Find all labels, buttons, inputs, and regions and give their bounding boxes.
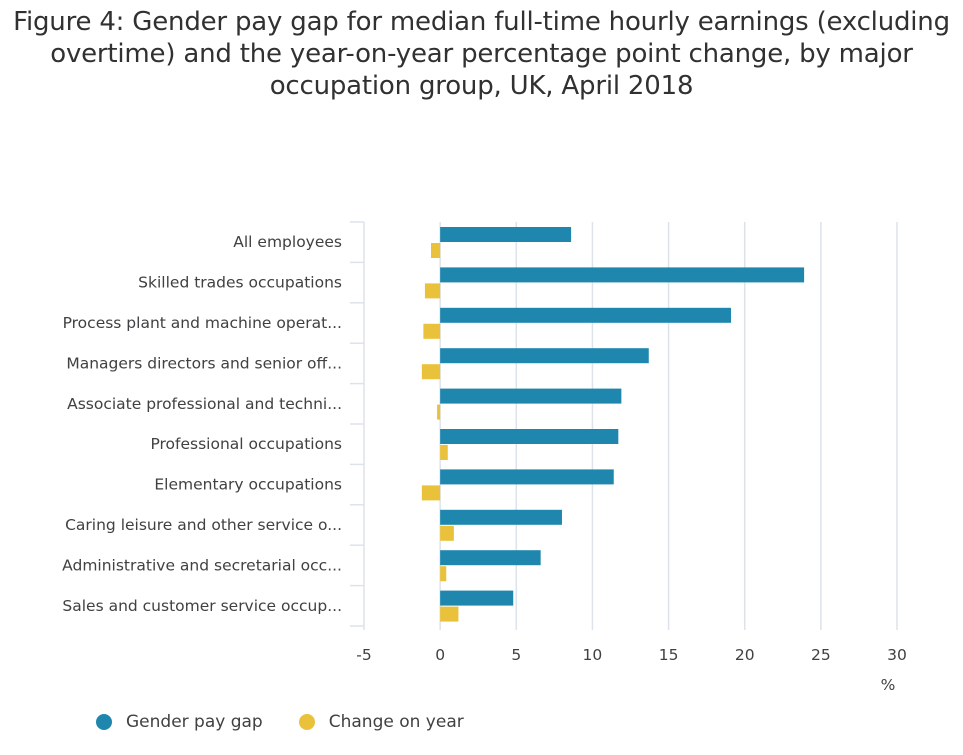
bar-change-on-year-5[interactable] xyxy=(440,445,448,460)
bar-gender-pay-gap-3[interactable] xyxy=(440,348,649,364)
x-tick-label: 15 xyxy=(659,646,679,664)
x-tick-label: 30 xyxy=(887,646,907,664)
category-label: Caring leisure and other service o... xyxy=(65,516,342,534)
x-tick-label: 20 xyxy=(735,646,755,664)
x-tick-label: 10 xyxy=(583,646,603,664)
bar-change-on-year-6[interactable] xyxy=(421,485,441,501)
category-label: Associate professional and techni... xyxy=(67,395,342,413)
x-axis-unit-label: % xyxy=(881,676,896,694)
category-label: Sales and customer service occup... xyxy=(62,597,342,615)
legend-label-change-on-year: Change on year xyxy=(328,712,464,732)
legend-item-change-on-year[interactable]: Change on year xyxy=(298,712,464,732)
bar-gender-pay-gap-7[interactable] xyxy=(440,509,562,525)
bar-gender-pay-gap-2[interactable] xyxy=(440,307,732,323)
grid-lines xyxy=(439,222,898,630)
legend-item-gender-pay-gap[interactable]: Gender pay gap xyxy=(96,712,263,732)
bar-chart: All employees Skilled trades occupations P… xyxy=(62,221,907,694)
bar-gender-pay-gap-1[interactable] xyxy=(440,267,805,283)
bar-change-on-year-2[interactable] xyxy=(423,323,441,339)
bar-change-on-year-4[interactable] xyxy=(437,404,441,420)
category-label: Managers directors and senior off... xyxy=(66,354,342,372)
legend-label-gender-pay-gap: Gender pay gap xyxy=(126,712,263,732)
category-label: All employees xyxy=(233,233,342,251)
bar-gender-pay-gap-6[interactable] xyxy=(440,469,614,485)
x-tick-label: 25 xyxy=(811,646,831,664)
bar-gender-pay-gap-0[interactable] xyxy=(440,227,572,242)
bar-gender-pay-gap-4[interactable] xyxy=(440,388,622,404)
chart-title: Figure 4: Gender pay gap for median full… xyxy=(13,7,950,101)
bar-change-on-year-8[interactable] xyxy=(440,566,447,582)
category-labels: All employees Skilled trades occupations P… xyxy=(62,233,342,615)
category-label: Process plant and machine operat... xyxy=(63,314,342,332)
bar-change-on-year-3[interactable] xyxy=(421,364,441,380)
category-axis xyxy=(350,221,365,630)
category-label: Administrative and secretarial occ... xyxy=(62,556,342,574)
legend-marker-change-on-year xyxy=(298,714,315,730)
bar-change-on-year-7[interactable] xyxy=(440,525,454,541)
x-tick-label: 0 xyxy=(435,646,445,664)
x-tick-label: 5 xyxy=(511,646,521,664)
category-label: Skilled trades occupations xyxy=(138,274,342,292)
bar-gender-pay-gap-8[interactable] xyxy=(440,550,541,566)
bars xyxy=(421,227,805,622)
bar-change-on-year-1[interactable] xyxy=(424,283,441,299)
category-label: Elementary occupations xyxy=(154,476,342,494)
bar-change-on-year-0[interactable] xyxy=(431,243,441,258)
x-tick-label: -5 xyxy=(356,646,371,664)
bar-gender-pay-gap-9[interactable] xyxy=(440,590,514,606)
legend: Gender pay gap Change on year xyxy=(96,712,500,732)
bar-gender-pay-gap-5[interactable] xyxy=(440,429,619,444)
bar-change-on-year-9[interactable] xyxy=(440,606,459,622)
legend-marker-gender-pay-gap xyxy=(96,714,112,730)
category-label: Professional occupations xyxy=(150,435,342,453)
x-tick-labels: -5 0 5 10 15 20 25 30 xyxy=(356,646,907,664)
